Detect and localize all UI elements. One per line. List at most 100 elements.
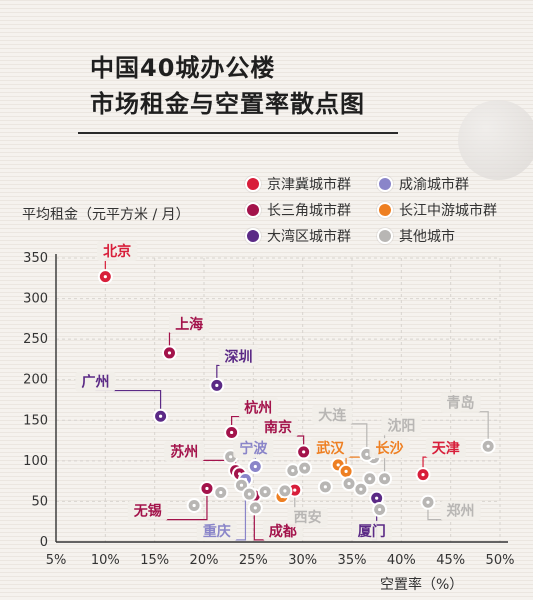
data-label: 深圳 (225, 348, 253, 365)
data-point-center (486, 444, 490, 448)
data-point-center (323, 485, 327, 489)
data-point-center (359, 487, 363, 491)
moon-decoration (458, 100, 533, 180)
y-tick-label: 350 (23, 251, 48, 266)
legend-dot (245, 176, 261, 192)
title-line-2: 市场租金与空置率散点图 (90, 90, 365, 118)
y-tick-label: 250 (23, 332, 48, 347)
legend-item-csj: 长三角城市群 (245, 200, 351, 220)
data-point-center (347, 481, 351, 486)
legend-item-dwq: 大湾区城市群 (245, 226, 351, 246)
data-label: 杭州 (244, 400, 272, 417)
data-point-center (247, 492, 251, 496)
data-label-bg (75, 371, 116, 392)
y-tick-label: 150 (23, 413, 48, 428)
data-point-center (365, 452, 369, 456)
legend-dot (377, 228, 393, 244)
data-label-bg (351, 520, 392, 541)
data-label: 天津 (432, 440, 460, 457)
y-tick-label: 200 (23, 373, 48, 388)
data-label: 南京 (264, 419, 292, 436)
data-point-center (421, 473, 425, 477)
title-underline (78, 132, 398, 134)
data-label: 长沙 (375, 440, 403, 457)
data-point-center (291, 468, 295, 473)
legend-item-jjj: 京津冀城市群 (245, 174, 351, 194)
data-point-center (205, 486, 209, 491)
legend-item-cy: 成渝城市群 (377, 174, 469, 194)
data-point-center (229, 455, 233, 459)
data-label-bg (440, 392, 481, 413)
data-label: 沈阳 (387, 417, 415, 434)
x-tick-label: 20% (190, 553, 219, 568)
y-tick-label: 50 (31, 494, 48, 509)
data-point-center (103, 275, 107, 279)
data-point-center (378, 507, 382, 512)
data-label-bg (196, 520, 237, 541)
data-point-center (302, 450, 306, 454)
data-point-center (215, 383, 219, 387)
data-label: 西安 (294, 509, 322, 526)
data-label: 厦门 (358, 523, 386, 540)
legend-dot (377, 176, 393, 192)
data-label-bg (312, 404, 353, 425)
data-label-bg (440, 500, 481, 521)
data-label: 广州 (81, 374, 109, 391)
legend-label: 其他城市 (399, 229, 455, 245)
data-label: 武汉 (316, 440, 345, 457)
data-point-center (239, 483, 244, 487)
y-axis-title: 平均租金（元平方米 / 月） (22, 207, 190, 223)
data-label: 郑州 (447, 503, 475, 520)
legend-label: 京津冀城市群 (267, 177, 351, 193)
data-label: 重庆 (203, 523, 231, 540)
x-tick-label: 50% (486, 553, 515, 568)
legend-dot (245, 202, 261, 218)
data-label-bg (127, 500, 168, 521)
data-label: 无锡 (133, 503, 162, 520)
data-label: 苏州 (170, 443, 198, 460)
data-point-center (167, 351, 172, 355)
y-tick-label: 300 (23, 292, 48, 307)
x-tick-label: 25% (239, 553, 268, 568)
legend-label: 长三角城市群 (267, 203, 351, 219)
data-label-bg (238, 397, 279, 418)
legend-item-other: 其他城市 (377, 226, 455, 246)
data-point-center (426, 500, 430, 504)
data-point-center (253, 464, 257, 469)
legend: 京津冀城市群 成渝城市群 长三角城市群 长江中游城市群 大湾区城市群 其他城市 (245, 174, 525, 254)
data-label-bg (169, 313, 210, 334)
data-point-center (192, 503, 196, 508)
data-label: 大连 (318, 407, 347, 424)
data-point-center (344, 469, 348, 474)
title-line-1: 中国40城办公楼 (90, 54, 276, 82)
y-tick-label: 0 (40, 535, 48, 550)
data-point-center (230, 430, 234, 435)
data-label-bg (97, 240, 138, 261)
label-leader-line (147, 488, 208, 521)
data-point-center (375, 496, 379, 500)
legend-dot (245, 228, 261, 244)
data-label-bg (287, 507, 328, 528)
title-block: 中国40城办公楼 市场租金与空置率散点图 (78, 40, 533, 180)
legend-label: 成渝城市群 (399, 177, 469, 193)
x-tick-label: 5% (46, 553, 67, 568)
y-tick-label: 100 (23, 454, 48, 469)
data-point-center (158, 414, 163, 418)
data-label-bg (425, 438, 466, 459)
legend-label: 长江中游城市群 (399, 203, 497, 219)
data-point-center (293, 488, 297, 492)
x-tick-label: 10% (91, 553, 120, 568)
data-label-bg (258, 417, 298, 438)
x-tick-label: 45% (436, 553, 465, 568)
x-tick-label: 15% (140, 553, 169, 568)
data-label: 上海 (175, 316, 203, 333)
label-leader-line (95, 389, 162, 417)
x-tick-label: 35% (338, 553, 367, 568)
data-label-bg (218, 346, 259, 367)
data-label-bg (369, 438, 410, 459)
data-point-center (219, 490, 223, 495)
data-label-bg (381, 415, 422, 436)
data-label: 北京 (103, 243, 131, 260)
